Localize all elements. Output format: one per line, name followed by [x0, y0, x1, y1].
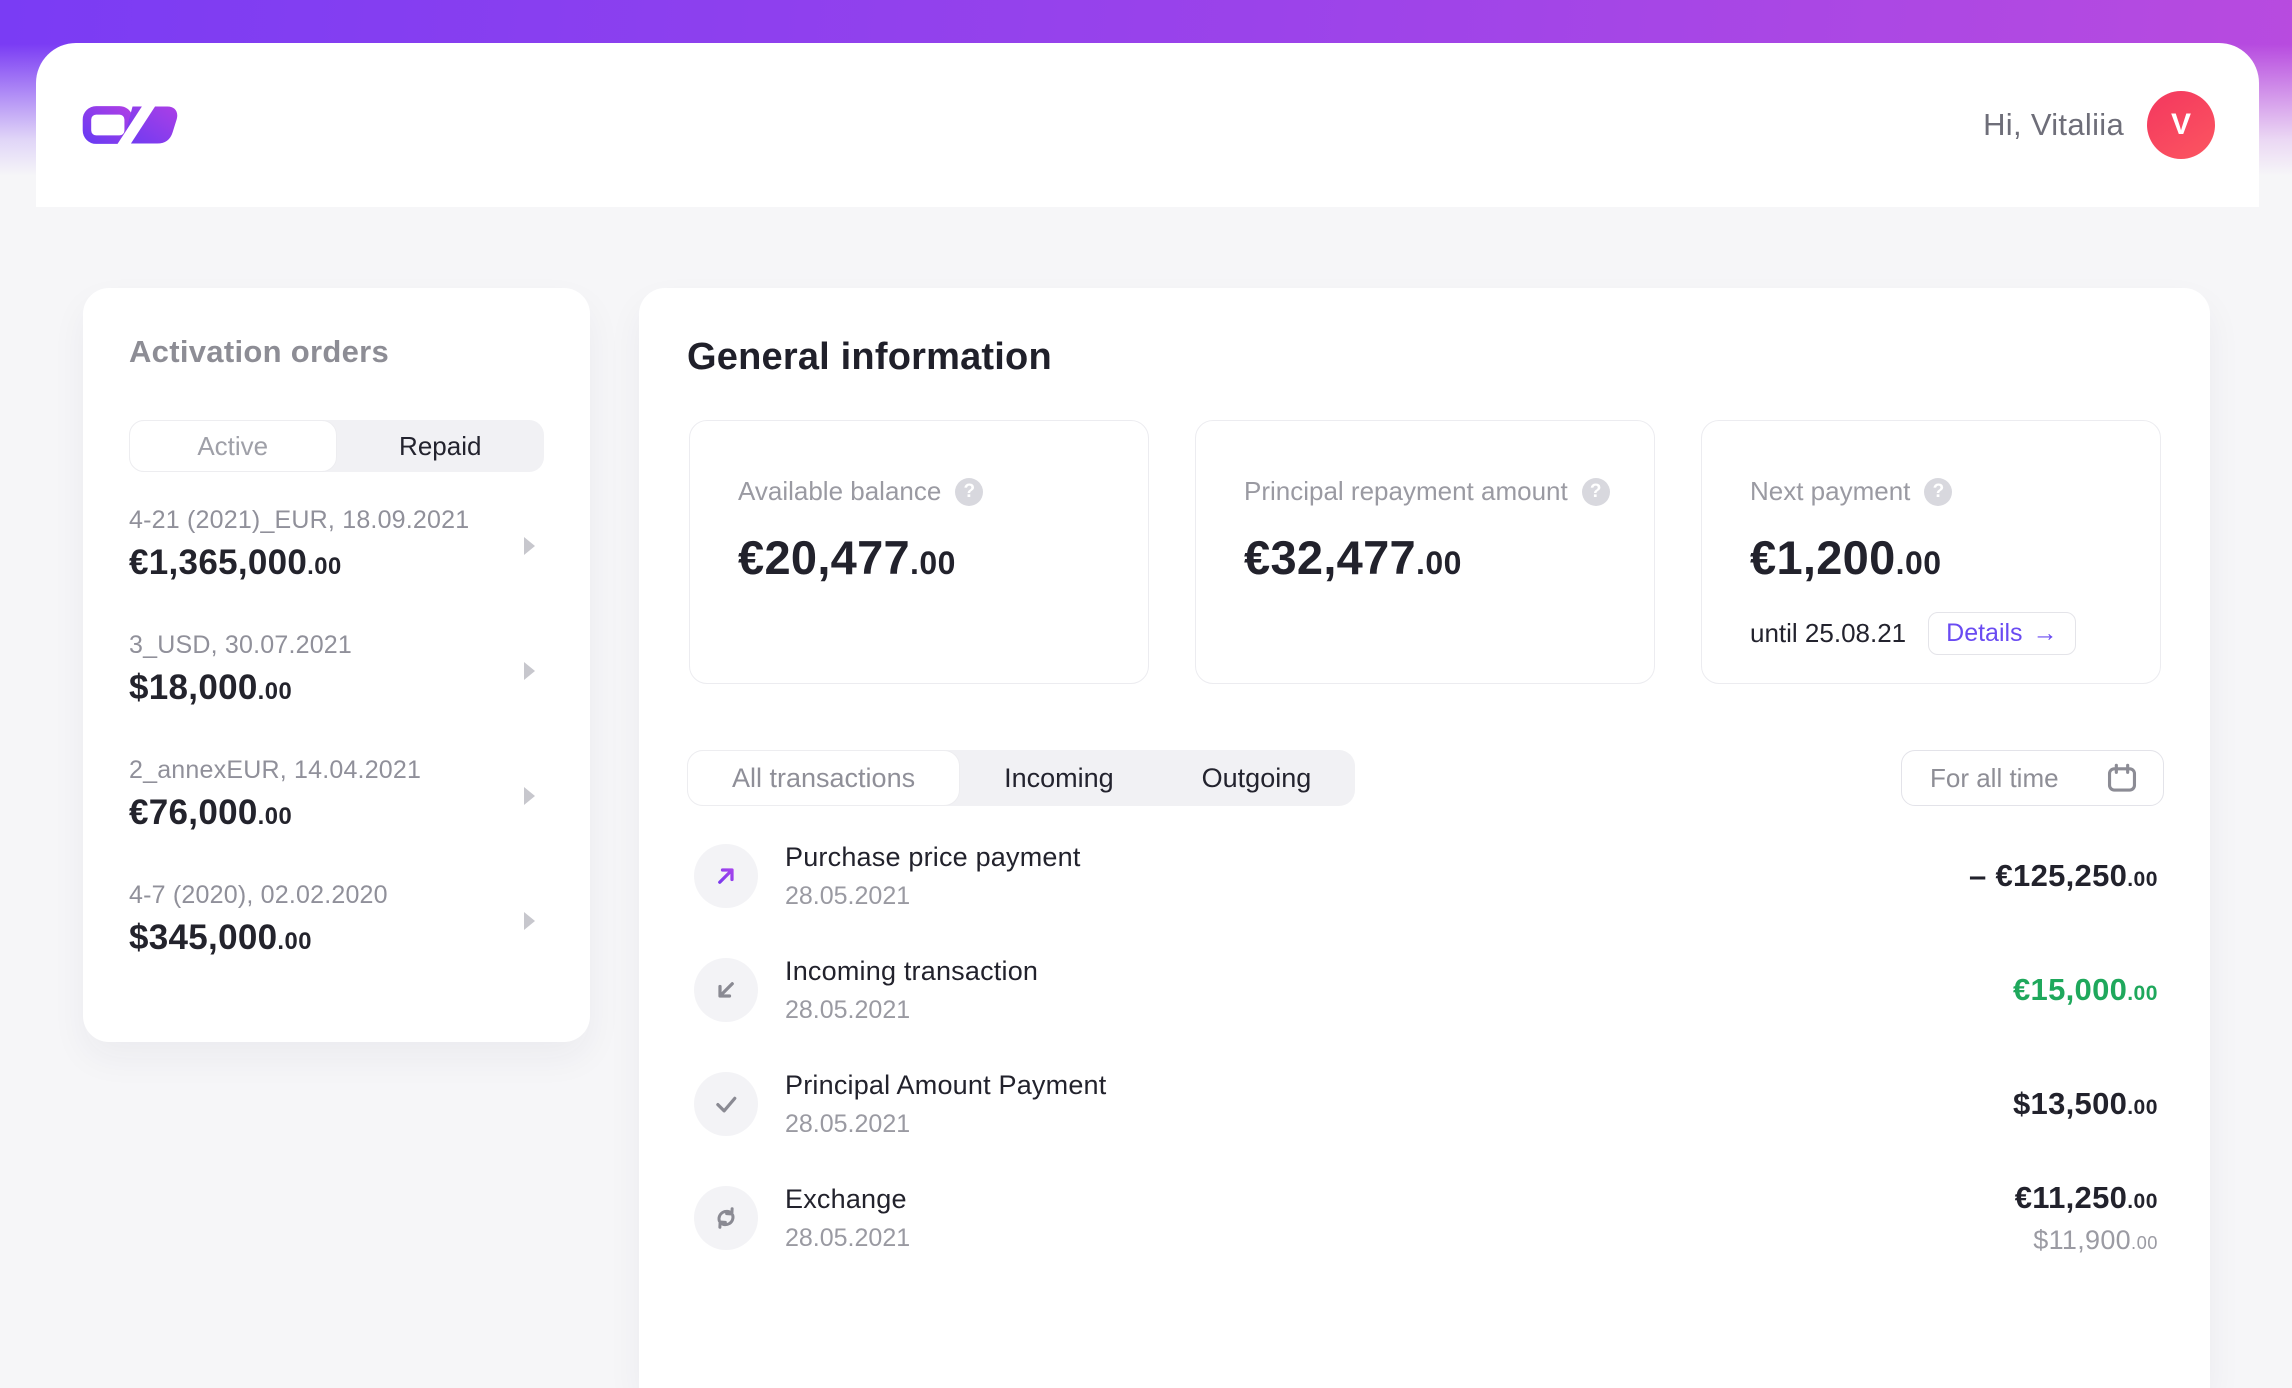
order-amount: $18,000.00 [129, 668, 293, 707]
arrow-right-icon: → [2032, 619, 2058, 647]
date-range-filter[interactable]: For all time [1901, 750, 2164, 806]
order-list-item[interactable]: 3_USD, 30.07.2021 $18,000.00 [129, 631, 550, 708]
transaction-amount: $13,500.00 [2013, 1086, 2158, 1121]
tab-active[interactable]: Active [129, 420, 337, 472]
card-label: Available balance [738, 476, 942, 506]
activation-orders-panel: Activation orders Active Repaid 4-21 (20… [83, 288, 590, 1042]
transactions-filter-tabs: All transactions Incoming Outgoing [687, 750, 1356, 806]
check-icon [694, 1072, 758, 1136]
transaction-row[interactable]: Principal Amount Payment 28.05.2021 $13,… [694, 1047, 2158, 1161]
card-label: Principal repayment amount [1244, 476, 1568, 506]
transaction-text: Incoming transaction 28.05.2021 [785, 956, 1038, 1025]
transaction-amount-primary: €11,250.00 [2014, 1180, 2158, 1215]
transaction-date: 28.05.2021 [785, 1223, 911, 1252]
user-area: Hi, Vitaliia V [1983, 43, 2215, 207]
arrow-down-left-icon [694, 958, 758, 1022]
details-label: Details [1946, 619, 2023, 647]
transaction-title: Purchase price payment [785, 841, 1081, 872]
order-amount: $345,000.00 [129, 918, 312, 957]
date-range-label: For all time [1930, 762, 2059, 793]
transaction-amount: – €125,250.00 [1969, 858, 2158, 893]
help-icon[interactable]: ? [1581, 477, 1610, 506]
transaction-date: 28.05.2021 [785, 995, 911, 1024]
avatar-initial: V [2170, 108, 2191, 141]
card-label: Next payment [1750, 476, 1911, 506]
card-label-row: Next payment ? [1750, 476, 2116, 507]
orders-status-tabs: Active Repaid [129, 420, 544, 472]
card-value: €32,477.00 [1244, 531, 1462, 584]
page-title: General information [687, 336, 1052, 378]
calendar-icon [2107, 763, 2137, 792]
order-list-item[interactable]: 4-7 (2020), 02.02.2020 $345,000.00 [129, 881, 550, 958]
chevron-right-icon [524, 787, 535, 805]
card-label-row: Available balance ? [738, 476, 1104, 507]
chevron-right-icon [524, 912, 535, 930]
transaction-amount: €11,250.00 $11,900.00 [2015, 1180, 2158, 1256]
details-button[interactable]: Details → [1928, 612, 2076, 655]
greeting-text: Hi, Vitaliia [1983, 107, 2124, 142]
transaction-title: Exchange [785, 1183, 907, 1214]
order-amount: €1,365,000.00 [129, 543, 342, 582]
card-label-row: Principal repayment amount ? [1244, 476, 1610, 507]
tab-all-transactions[interactable]: All transactions [687, 750, 961, 806]
general-information-panel: General information Available balance ? … [639, 288, 2210, 1388]
transaction-date: 28.05.2021 [785, 881, 911, 910]
transaction-text: Principal Amount Payment 28.05.2021 [785, 1070, 1106, 1139]
next-payment-footer: until 25.08.21 Details → [1750, 612, 2116, 655]
order-label: 4-21 (2021)_EUR, 18.09.2021 [129, 506, 470, 534]
card-value: €20,477.00 [738, 531, 956, 584]
logo-infinity-icon [82, 101, 178, 149]
order-label: 2_annexEUR, 14.04.2021 [129, 756, 422, 784]
transaction-text: Purchase price payment 28.05.2021 [785, 842, 1081, 911]
tab-outgoing[interactable]: Outgoing [1201, 762, 1312, 793]
summary-cards: Available balance ? €20,477.00 Principal… [689, 420, 2161, 684]
transaction-amount: €15,000.00 [2013, 972, 2158, 1007]
arrow-up-right-icon [694, 844, 758, 908]
tab-incoming[interactable]: Incoming [1004, 762, 1114, 793]
order-label: 4-7 (2020), 02.02.2020 [129, 881, 388, 909]
transaction-row[interactable]: Purchase price payment 28.05.2021 – €125… [694, 819, 2158, 933]
card-value: €1,200.00 [1750, 531, 1942, 584]
card-available-balance: Available balance ? €20,477.00 [689, 420, 1149, 684]
until-date: until 25.08.21 [1750, 618, 1907, 648]
chevron-right-icon [524, 537, 535, 555]
order-list-item[interactable]: 4-21 (2021)_EUR, 18.09.2021 €1,365,000.0… [129, 506, 550, 583]
app-header: Hi, Vitaliia V [36, 43, 2259, 207]
transaction-row[interactable]: Exchange 28.05.2021 €11,250.00 $11,900.0… [694, 1161, 2158, 1275]
transaction-row[interactable]: Incoming transaction 28.05.2021 €15,000.… [694, 933, 2158, 1047]
logo[interactable] [80, 100, 182, 150]
transaction-title: Principal Amount Payment [785, 1069, 1107, 1100]
avatar[interactable]: V [2147, 91, 2215, 159]
sidebar-title: Activation orders [129, 334, 390, 369]
transaction-amount-secondary: $11,900.00 [2033, 1225, 2158, 1255]
help-icon[interactable]: ? [1924, 477, 1953, 506]
transaction-text: Exchange 28.05.2021 [785, 1184, 910, 1253]
card-next-payment: Next payment ? €1,200.00 until 25.08.21 … [1701, 420, 2161, 684]
order-amount: €76,000.00 [129, 793, 293, 832]
order-list-item[interactable]: 2_annexEUR, 14.04.2021 €76,000.00 [129, 756, 550, 833]
transaction-date: 28.05.2021 [785, 1109, 911, 1138]
card-principal-repayment: Principal repayment amount ? €32,477.00 [1195, 420, 1655, 684]
exchange-icon [694, 1186, 758, 1250]
chevron-right-icon [524, 662, 535, 680]
order-label: 3_USD, 30.07.2021 [129, 631, 353, 659]
help-icon[interactable]: ? [955, 477, 984, 506]
tab-repaid[interactable]: Repaid [399, 430, 482, 461]
transaction-title: Incoming transaction [785, 955, 1039, 986]
